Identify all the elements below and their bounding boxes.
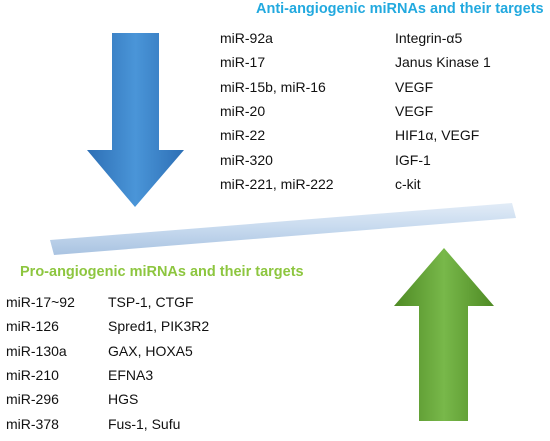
- pro-angiogenic-table: miR-17~92 TSP-1, CTGF miR-126 Spred1, PI…: [6, 290, 209, 436]
- mirna-target: c-kit: [395, 175, 421, 192]
- table-row: miR-320 IGF-1: [220, 147, 491, 171]
- mirna-name: miR-126: [6, 318, 59, 335]
- mirna-target: GAX, HOXA5: [108, 342, 193, 359]
- mirna-name: miR-320: [220, 151, 273, 168]
- mirna-name: miR-17~92: [6, 294, 75, 311]
- table-row: miR-130a GAX, HOXA5: [6, 339, 209, 363]
- mirna-target: HGS: [108, 391, 139, 408]
- mirna-target: VEGF: [395, 78, 434, 95]
- mirna-name: miR-296: [6, 391, 59, 408]
- table-row: miR-92a Integrin-α5: [220, 26, 491, 50]
- pro-angiogenic-title: Pro-angiogenic miRNAs and their targets: [20, 264, 304, 280]
- mirna-name: miR-130a: [6, 342, 67, 359]
- anti-angiogenic-title: Anti-angiogenic miRNAs and their targets: [256, 1, 544, 17]
- table-row: miR-20 VEGF: [220, 99, 491, 123]
- table-row: miR-210 EFNA3: [6, 363, 209, 387]
- mirna-name: miR-20: [220, 103, 266, 120]
- table-row: miR-22 HIF1α, VEGF: [220, 123, 491, 147]
- mirna-name: miR-17: [220, 54, 266, 71]
- pro-angiogenic-arrow: [394, 248, 494, 421]
- mirna-target: TSP-1, CTGF: [108, 294, 194, 311]
- mirna-target: IGF-1: [395, 151, 431, 168]
- table-row: miR-296 HGS: [6, 387, 209, 411]
- balance-beam: [50, 203, 516, 255]
- mirna-name: miR-92a: [220, 30, 273, 47]
- mirna-target: HIF1α, VEGF: [395, 127, 480, 144]
- table-row: miR-221, miR-222 c-kit: [220, 172, 491, 196]
- mirna-target: VEGF: [395, 103, 434, 120]
- mirna-target: Integrin-α5: [395, 30, 463, 47]
- table-row: miR-378 Fus-1, Sufu: [6, 411, 209, 435]
- mirna-name: miR-15b, miR-16: [220, 78, 326, 95]
- anti-angiogenic-arrow: [87, 33, 184, 207]
- mirna-name: miR-210: [6, 367, 59, 384]
- mirna-name: miR-378: [6, 415, 59, 432]
- mirna-target: EFNA3: [108, 367, 154, 384]
- anti-angiogenic-table: miR-92a Integrin-α5 miR-17 Janus Kinase …: [220, 26, 491, 196]
- mirna-name: miR-221, miR-222: [220, 175, 334, 192]
- mirna-name: miR-22: [220, 127, 266, 144]
- mirna-target: Janus Kinase 1: [395, 54, 491, 71]
- mirna-target: Spred1, PIK3R2: [108, 318, 210, 335]
- table-row: miR-126 Spred1, PIK3R2: [6, 314, 209, 338]
- table-row: miR-17~92 TSP-1, CTGF: [6, 290, 209, 314]
- table-row: miR-15b, miR-16 VEGF: [220, 75, 491, 99]
- mirna-target: Fus-1, Sufu: [108, 415, 181, 432]
- table-row: miR-17 Janus Kinase 1: [220, 50, 491, 74]
